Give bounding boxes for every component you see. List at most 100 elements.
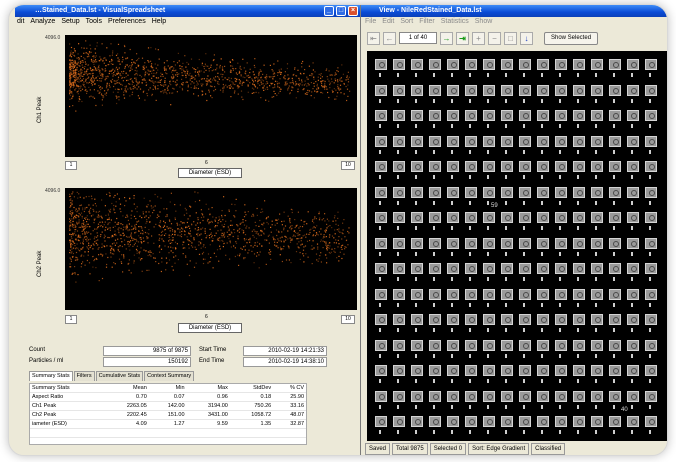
particle-thumbnail[interactable] xyxy=(483,161,495,172)
particle-thumbnail[interactable] xyxy=(429,59,441,70)
particle-thumbnail[interactable] xyxy=(393,237,405,249)
particle-thumbnail[interactable] xyxy=(591,288,603,300)
particle-thumbnail[interactable] xyxy=(393,339,405,351)
particle-thumbnail[interactable] xyxy=(645,263,657,274)
particle-thumbnail[interactable] xyxy=(609,416,621,427)
particle-thumbnail[interactable] xyxy=(627,237,639,249)
tab-filters[interactable]: Filters xyxy=(73,371,95,381)
particle-thumbnail[interactable] xyxy=(411,186,423,198)
particle-thumbnail[interactable] xyxy=(483,110,495,121)
particle-thumbnail[interactable] xyxy=(537,263,549,274)
particle-thumbnail[interactable] xyxy=(375,161,387,172)
menu-file[interactable]: File xyxy=(365,18,377,25)
particle-thumbnail[interactable] xyxy=(393,365,405,376)
particle-thumbnail[interactable] xyxy=(573,237,585,249)
particle-thumbnail[interactable] xyxy=(501,263,513,274)
menu-statistics[interactable]: Statistics xyxy=(440,18,469,25)
particle-thumbnail[interactable] xyxy=(501,288,513,300)
zoom-reset-icon[interactable]: □ xyxy=(504,31,517,45)
particle-thumbnail[interactable] xyxy=(573,161,585,172)
tab-summary-stats[interactable]: Summary Stats xyxy=(29,371,73,381)
particle-thumbnail[interactable] xyxy=(537,314,549,325)
last-page-icon[interactable]: ⇥ xyxy=(456,31,469,45)
particle-thumbnail[interactable] xyxy=(501,84,513,96)
particle-thumbnail[interactable] xyxy=(429,263,441,274)
particle-thumbnail[interactable] xyxy=(429,339,441,351)
particle-thumbnail[interactable] xyxy=(483,237,495,249)
show-selected-button[interactable]: Show Selected xyxy=(544,31,599,45)
particle-thumbnail[interactable] xyxy=(393,135,405,147)
particle-thumbnail[interactable] xyxy=(609,263,621,274)
particle-thumbnail[interactable] xyxy=(555,339,567,351)
zoom-in-icon[interactable]: + xyxy=(472,31,485,45)
particle-thumbnail[interactable] xyxy=(411,416,423,427)
particle-thumbnail[interactable] xyxy=(429,288,441,300)
minimize-button[interactable]: _ xyxy=(324,6,334,16)
particle-thumbnail[interactable] xyxy=(447,263,459,274)
tab-cumulative-stats[interactable]: Cumulative Stats xyxy=(95,371,144,381)
particle-thumbnail[interactable] xyxy=(555,365,567,376)
particle-thumbnail[interactable] xyxy=(447,314,459,325)
particle-thumbnail[interactable] xyxy=(483,314,495,325)
particle-thumbnail[interactable] xyxy=(591,237,603,249)
plot1-x-title[interactable]: Diameter (ESD) xyxy=(178,168,242,178)
particle-thumbnail[interactable] xyxy=(519,339,531,351)
particle-thumbnail[interactable] xyxy=(573,314,585,325)
particle-thumbnail[interactable] xyxy=(555,288,567,300)
plot1-x-min[interactable]: 1 xyxy=(65,161,77,170)
plot2-x-title[interactable]: Diameter (ESD) xyxy=(178,323,242,333)
particle-thumbnail[interactable] xyxy=(501,339,513,351)
particle-thumbnail[interactable] xyxy=(537,288,549,300)
menu-analyze[interactable]: Analyze xyxy=(30,18,56,25)
particle-thumbnail[interactable] xyxy=(393,390,405,402)
particle-thumbnail[interactable] xyxy=(573,416,585,427)
particle-thumbnail[interactable] xyxy=(393,59,405,70)
first-page-icon[interactable]: ⇤ xyxy=(367,31,380,45)
particle-thumbnail[interactable] xyxy=(573,59,585,70)
particle-thumbnail[interactable] xyxy=(573,263,585,274)
particle-thumbnail[interactable] xyxy=(465,339,477,351)
particle-thumbnail[interactable] xyxy=(465,135,477,147)
particle-thumbnail[interactable] xyxy=(645,416,657,427)
particle-thumbnail[interactable] xyxy=(519,59,531,70)
particle-thumbnail[interactable] xyxy=(591,263,603,274)
particle-thumbnail[interactable] xyxy=(375,416,387,427)
zoom-out-icon[interactable]: − xyxy=(488,31,501,45)
particle-thumbnail[interactable] xyxy=(393,212,405,223)
particle-thumbnail[interactable] xyxy=(375,135,387,147)
particle-thumbnail[interactable] xyxy=(411,288,423,300)
particle-thumbnail[interactable] xyxy=(609,186,621,198)
particle-thumbnail[interactable] xyxy=(429,186,441,198)
particle-thumbnail[interactable] xyxy=(609,365,621,376)
particle-thumbnail[interactable] xyxy=(375,237,387,249)
particle-thumbnail[interactable] xyxy=(627,212,639,223)
particle-thumbnail[interactable] xyxy=(447,59,459,70)
particle-thumbnail[interactable] xyxy=(591,339,603,351)
particle-thumbnail[interactable] xyxy=(483,186,495,198)
particle-thumbnail[interactable] xyxy=(591,84,603,96)
menu-help[interactable]: Help xyxy=(151,18,167,25)
particle-thumbnail[interactable] xyxy=(411,365,423,376)
menu-setup[interactable]: Setup xyxy=(61,18,80,25)
particle-thumbnail[interactable] xyxy=(375,339,387,351)
particle-thumbnail[interactable] xyxy=(411,59,423,70)
particle-thumbnail[interactable] xyxy=(609,59,621,70)
particle-thumbnail[interactable] xyxy=(645,314,657,325)
particle-thumbnail[interactable] xyxy=(555,237,567,249)
particle-thumbnail[interactable] xyxy=(537,339,549,351)
particle-thumbnail[interactable] xyxy=(501,314,513,325)
particle-thumbnail[interactable] xyxy=(519,212,531,223)
particle-thumbnail[interactable] xyxy=(591,161,603,172)
particle-thumbnail[interactable] xyxy=(591,365,603,376)
particle-thumbnail[interactable] xyxy=(483,288,495,300)
menu-show[interactable]: Show xyxy=(474,18,493,25)
particle-thumbnail[interactable] xyxy=(627,339,639,351)
particle-thumbnail[interactable] xyxy=(627,59,639,70)
particle-thumbnail[interactable] xyxy=(393,314,405,325)
particle-thumbnail[interactable] xyxy=(411,84,423,96)
particle-thumbnail[interactable] xyxy=(645,135,657,147)
particle-thumbnail[interactable] xyxy=(555,212,567,223)
particle-thumbnail[interactable] xyxy=(573,84,585,96)
particle-thumbnail[interactable] xyxy=(519,416,531,427)
particle-thumbnail[interactable] xyxy=(483,212,495,223)
